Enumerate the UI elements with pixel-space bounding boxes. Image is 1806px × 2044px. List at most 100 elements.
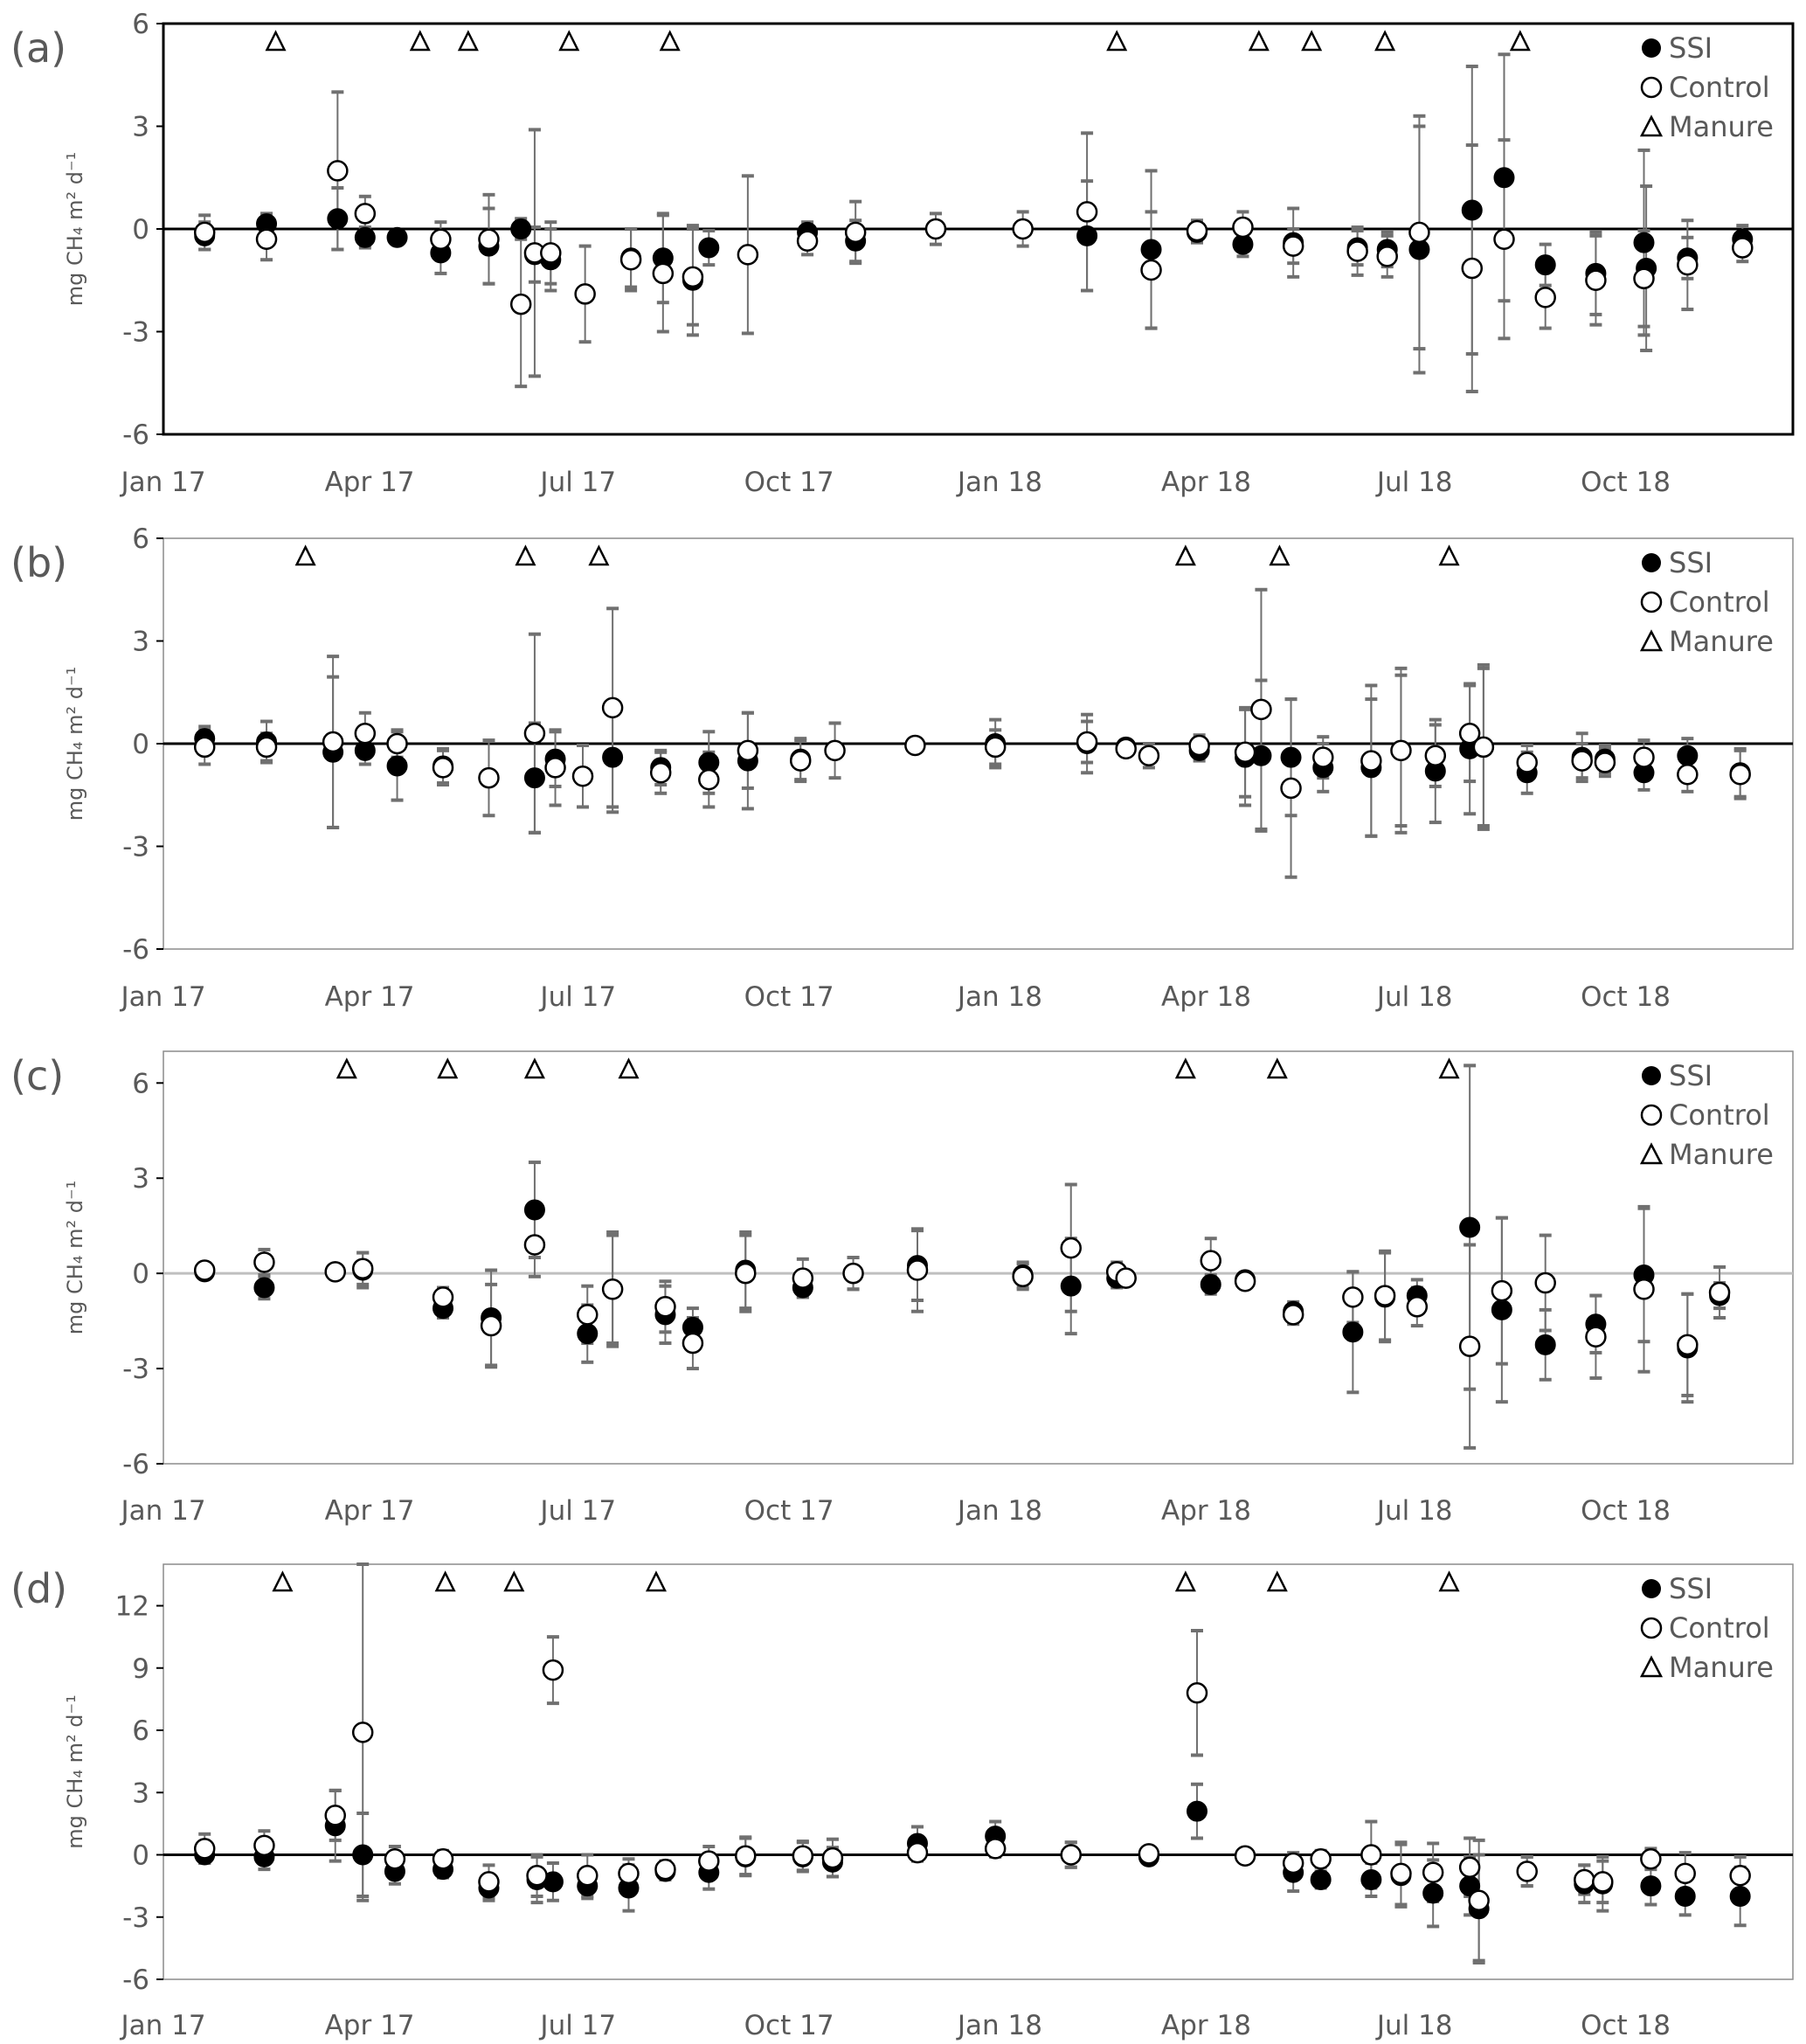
legend-label: Manure: [1669, 1138, 1774, 1171]
manure-marker: [1248, 30, 1270, 52]
legend-label: SSI: [1669, 31, 1713, 65]
control-point: [1491, 1279, 1513, 1302]
control-point: [842, 1262, 864, 1285]
manure-marker: [1509, 30, 1531, 52]
panel-label: (d): [10, 1565, 67, 1612]
control-point: [1186, 1682, 1208, 1704]
manure-marker: [336, 1057, 357, 1079]
control-point: [1076, 201, 1098, 223]
ssi-point: [602, 746, 624, 768]
control-point: [1390, 739, 1412, 762]
legend-manure-marker: [1639, 629, 1664, 652]
control-point: [1677, 1334, 1699, 1356]
x-tick-label: Jul 17: [538, 1495, 616, 1527]
manure-marker: [1438, 1057, 1460, 1079]
control-point: [698, 1850, 720, 1872]
control-point: [844, 221, 867, 244]
y-tick-label: 0: [132, 1258, 149, 1290]
control-point: [523, 723, 546, 745]
control-point: [1633, 1278, 1655, 1300]
control-point: [1640, 1848, 1662, 1870]
control-point: [253, 1251, 275, 1273]
x-tick-label: Oct 17: [744, 467, 834, 498]
control-point: [1234, 741, 1256, 764]
control-point: [354, 723, 377, 745]
ssi-point: [1187, 1800, 1208, 1822]
legend-label: Manure: [1669, 110, 1774, 143]
control-point: [1012, 1265, 1034, 1288]
control-point: [1458, 1856, 1481, 1878]
control-point: [432, 1848, 454, 1870]
control-point: [1677, 764, 1699, 786]
control-point: [1516, 1860, 1538, 1882]
legend: SSI Control Manure: [1639, 1572, 1774, 1684]
control-point: [193, 221, 216, 244]
manure-marker: [265, 30, 287, 52]
legend-label: Control: [1669, 585, 1770, 619]
control-point: [984, 1838, 1007, 1860]
control-point: [1250, 698, 1272, 721]
control-point: [1234, 1845, 1256, 1867]
control-point: [253, 1834, 275, 1857]
control-point: [571, 765, 594, 787]
control-point: [577, 1865, 599, 1887]
control-point: [789, 750, 812, 772]
y-tick-label: 3: [132, 112, 149, 143]
control-point: [906, 1841, 929, 1864]
control-point: [324, 1805, 346, 1826]
control-point: [1200, 1250, 1221, 1271]
control-point: [1574, 1868, 1595, 1891]
control-point: [542, 1659, 564, 1681]
x-tick-label: Jan 18: [956, 981, 1042, 1013]
control-point: [1592, 1871, 1614, 1893]
ssi-point: [1076, 225, 1098, 246]
manure-marker: [558, 30, 580, 52]
control-point: [354, 203, 377, 225]
manure-marker: [1266, 1570, 1288, 1592]
x-tick-label: Jan 17: [119, 981, 205, 1013]
control-point: [540, 242, 562, 264]
legend-manure-marker: [1639, 114, 1664, 137]
x-tick-label: Apr 17: [325, 467, 415, 498]
x-tick-label: Jul 17: [538, 2010, 616, 2041]
y-tick-label: -6: [122, 934, 149, 966]
control-point: [478, 766, 500, 789]
ssi-point: [253, 1277, 275, 1299]
legend-ssi-marker: [1642, 38, 1661, 58]
control-point: [574, 283, 596, 305]
ssi-point: [1342, 1321, 1364, 1343]
manure-marker: [1106, 30, 1128, 52]
control-point: [1708, 1281, 1731, 1304]
manure-marker: [437, 1057, 459, 1079]
ssi-point: [523, 767, 545, 789]
control-point: [1188, 734, 1210, 757]
control-point: [1280, 777, 1302, 800]
control-point: [324, 1261, 346, 1283]
y-tick-label: 0: [132, 729, 149, 760]
manure-marker: [1438, 1570, 1460, 1592]
control-point: [1060, 1237, 1082, 1259]
control-point: [432, 757, 454, 779]
control-point: [1282, 1852, 1304, 1874]
control-point: [1060, 1844, 1082, 1866]
control-point: [601, 1278, 624, 1300]
control-point: [1406, 1296, 1429, 1318]
control-point: [1374, 1285, 1396, 1306]
legend-ssi-marker: [1642, 1066, 1661, 1085]
ssi-point: [354, 226, 376, 248]
control-point: [193, 1838, 216, 1860]
manure-marker: [503, 1570, 525, 1592]
control-point: [1376, 246, 1398, 267]
control-point: [351, 1258, 374, 1279]
y-tick-label: 12: [115, 1591, 149, 1623]
control-point: [1115, 738, 1137, 760]
control-point: [1458, 723, 1481, 745]
manure-marker: [618, 1057, 640, 1079]
control-point: [1360, 750, 1382, 772]
control-point: [735, 1262, 757, 1285]
x-tick-label: Apr 18: [1161, 467, 1251, 498]
control-point: [601, 696, 624, 719]
panel-c: -6 -3 0 3 6 Jan 17 Apr 17 Jul 17 Oct 17 Jan 18 Apr…: [10, 1050, 1794, 1527]
control-point: [1461, 257, 1484, 280]
plot-frame: [163, 1050, 1794, 1465]
